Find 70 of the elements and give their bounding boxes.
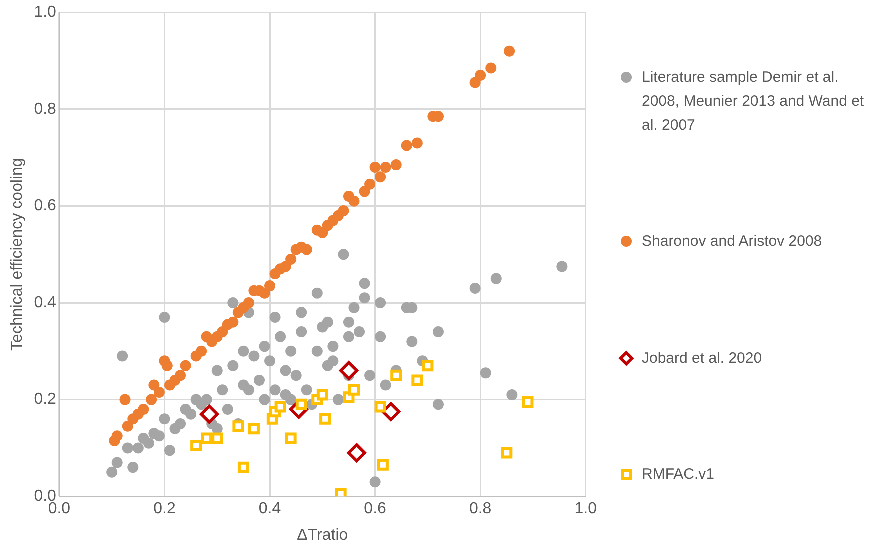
point — [196, 346, 208, 357]
point — [382, 402, 401, 422]
point — [377, 459, 389, 471]
point — [470, 77, 481, 88]
y-tick-label: 0.4 — [34, 294, 57, 312]
point — [412, 138, 423, 149]
point — [504, 46, 516, 57]
point — [316, 389, 328, 401]
point — [475, 70, 486, 82]
legend-label: RMFAC.v1 — [642, 464, 715, 485]
point — [238, 462, 250, 474]
y-tick-label: 0.6 — [34, 198, 57, 215]
point — [112, 430, 123, 442]
legend-label: Sharonov and Aristov 2008 — [642, 232, 822, 252]
point — [320, 413, 332, 425]
point — [162, 360, 173, 372]
point — [401, 140, 412, 152]
x-tick-label: 0.8 — [469, 500, 492, 518]
point — [228, 316, 239, 328]
point — [296, 398, 308, 410]
point — [338, 206, 350, 217]
point — [120, 394, 131, 406]
point — [347, 444, 366, 463]
point — [264, 280, 276, 292]
legend-label: Literature sample Demir et al. 2008, Meunier 2013 and Wand et al. 2007 — [642, 68, 866, 136]
point — [175, 370, 186, 382]
point — [339, 361, 358, 380]
point — [286, 254, 297, 265]
point — [390, 370, 402, 382]
point — [190, 440, 202, 452]
point — [374, 401, 386, 413]
legend-label: Jobard et al. 2020 — [642, 348, 762, 369]
point — [486, 62, 497, 74]
point — [390, 160, 402, 171]
point — [348, 196, 360, 207]
point — [201, 432, 213, 444]
point — [217, 326, 228, 338]
point — [285, 432, 297, 444]
x-tick-label: 0.2 — [154, 500, 176, 518]
x-tick-label: 1.0 — [574, 500, 598, 518]
point — [248, 423, 260, 435]
point — [122, 420, 134, 432]
x-tick-label: 0.4 — [258, 500, 282, 518]
point — [412, 374, 424, 386]
point — [522, 396, 534, 408]
point — [200, 404, 219, 424]
y-tick-label: 0.8 — [34, 100, 57, 118]
y-axis-title: Technical efficiency cooling — [9, 158, 26, 351]
point — [317, 227, 328, 238]
point — [375, 172, 386, 183]
y-tick-label: 1.0 — [34, 4, 57, 22]
point — [274, 401, 286, 413]
x-axis-title: ΔTratio — [297, 526, 348, 544]
point — [301, 244, 312, 256]
point — [380, 162, 392, 173]
point — [148, 380, 160, 391]
point — [364, 178, 376, 190]
point — [501, 447, 513, 459]
point — [232, 420, 244, 432]
point — [146, 394, 158, 406]
point — [212, 432, 224, 444]
y-tick-label: 0.2 — [34, 391, 57, 408]
point — [370, 162, 381, 173]
point — [180, 360, 192, 372]
point — [154, 387, 165, 398]
point — [243, 298, 254, 308]
point — [348, 384, 360, 396]
x-tick-label: 0.6 — [364, 500, 387, 518]
point — [422, 360, 434, 372]
point — [138, 404, 150, 415]
